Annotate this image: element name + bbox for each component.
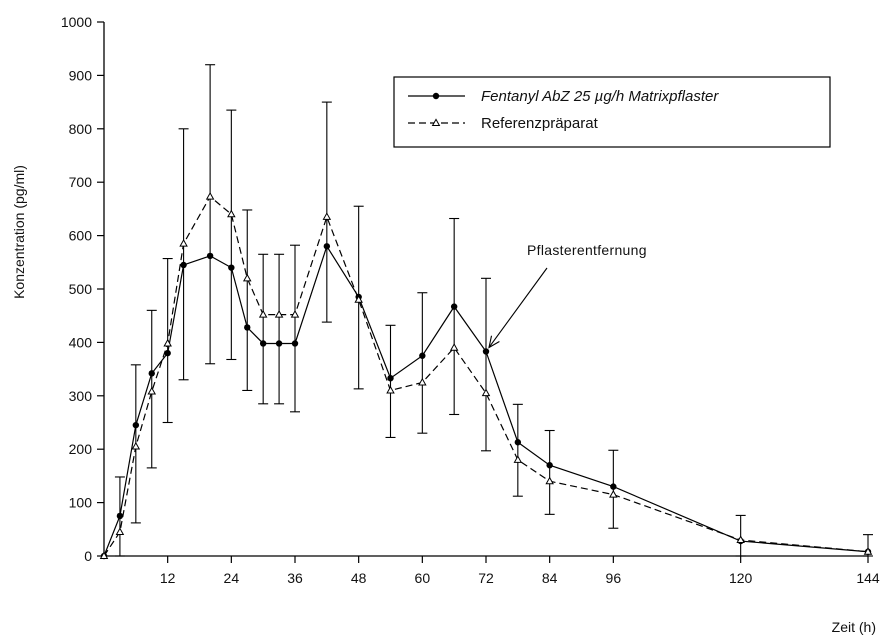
data-point-triangle	[513, 455, 523, 463]
y-tick-label: 100	[69, 495, 93, 511]
x-tick-label: 144	[856, 570, 880, 586]
x-axis-label: Zeit (h)	[832, 619, 876, 635]
data-point-triangle	[205, 191, 215, 200]
legend-marker-triangle	[431, 118, 441, 127]
data-point-triangle	[227, 209, 236, 218]
data-point-triangle	[609, 489, 618, 498]
x-tick-label: 12	[160, 570, 176, 586]
y-axis-label: Konzentration (pg/ml)	[11, 165, 27, 299]
data-point-circle	[116, 512, 124, 520]
data-point-circle	[450, 303, 458, 310]
y-tick-label: 200	[69, 441, 93, 457]
annotation: Pflasterentfernung	[488, 242, 647, 349]
data-point-circle	[610, 483, 617, 490]
x-axis-ticks: 12 24 36 48 60 72 84 96 120 144	[160, 556, 880, 586]
data-point-triangle	[131, 441, 141, 450]
y-tick-label: 800	[69, 121, 93, 137]
data-point-circle	[291, 340, 299, 347]
legend-box	[393, 76, 831, 148]
legend-label-2: Referenzpräparat	[481, 115, 599, 132]
y-axis-ticks: 0 100 200 300 400 500 600 700 800 900 1000	[61, 14, 104, 564]
data-point-triangle	[418, 377, 427, 386]
x-tick-label: 60	[415, 570, 431, 586]
annotation-text: Pflasterentfernung	[527, 242, 647, 258]
legend-label-1: Fentanyl AbZ 25 µg/h Matrixpflaster	[481, 88, 719, 105]
x-tick-label: 96	[606, 570, 622, 586]
data-point-circle	[164, 349, 171, 357]
data-point-circle	[546, 462, 553, 469]
data-point-circle	[482, 348, 490, 355]
data-point-triangle	[99, 551, 109, 560]
data-point-triangle	[274, 310, 284, 318]
data-point-circle	[132, 421, 140, 429]
y-tick-label: 0	[84, 548, 92, 564]
data-point-circle	[514, 439, 522, 446]
y-tick-label: 600	[69, 228, 93, 244]
y-tick-label: 1000	[61, 14, 92, 30]
data-point-circle	[244, 324, 251, 331]
annotation-arrow	[488, 267, 548, 348]
data-point-circle	[275, 340, 283, 347]
y-tick-label: 700	[69, 174, 93, 190]
data-point-triangle	[290, 310, 300, 318]
data-point-triangle	[115, 527, 125, 535]
data-point-triangle	[322, 212, 332, 220]
series-layer	[99, 191, 873, 560]
data-point-circle	[323, 243, 331, 250]
data-point-triangle	[163, 338, 172, 347]
data-point-triangle	[242, 273, 252, 282]
y-tick-label: 500	[69, 281, 93, 297]
data-point-circle	[259, 340, 267, 347]
data-point-triangle	[386, 385, 395, 394]
data-point-triangle	[481, 388, 491, 397]
x-tick-label: 84	[542, 570, 558, 586]
legend: Fentanyl AbZ 25 µg/h Matrixpflaster Refer…	[393, 76, 831, 148]
legend-marker-circle	[432, 92, 440, 100]
x-tick-label: 48	[351, 570, 367, 586]
data-point-triangle	[449, 343, 459, 351]
data-point-triangle	[354, 295, 363, 303]
data-point-triangle	[258, 310, 268, 318]
x-tick-label: 24	[224, 570, 240, 586]
annotation-arrowhead	[488, 335, 500, 349]
y-tick-label: 400	[69, 334, 93, 350]
data-point-triangle	[179, 238, 188, 247]
data-point-triangle	[736, 535, 745, 543]
y-tick-label: 300	[69, 388, 93, 404]
data-point-circle	[387, 374, 394, 382]
x-tick-label: 72	[478, 570, 494, 586]
data-point-circle	[206, 252, 214, 260]
data-point-triangle	[147, 386, 157, 395]
x-tick-label: 36	[287, 570, 303, 586]
data-point-circle	[148, 370, 155, 377]
data-point-triangle	[545, 476, 554, 485]
data-point-triangle	[863, 547, 873, 555]
y-tick-label: 900	[69, 67, 93, 83]
data-point-circle	[228, 264, 235, 271]
x-tick-label: 120	[729, 570, 753, 586]
data-point-circle	[419, 352, 426, 359]
data-point-circle	[180, 261, 187, 269]
